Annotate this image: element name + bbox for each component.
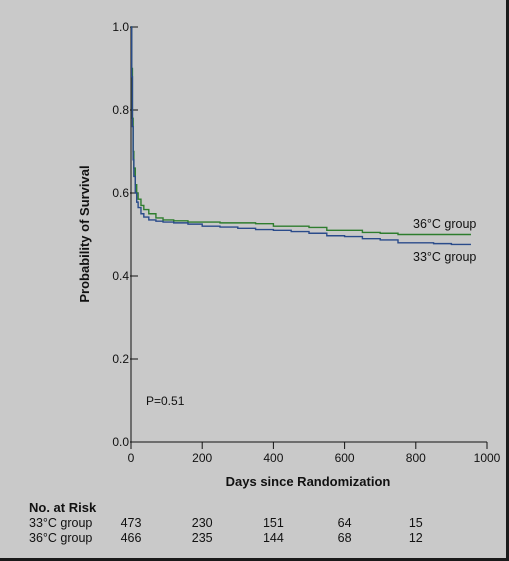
risk-count: 144 [262, 531, 284, 545]
x-tick-label: 600 [335, 451, 355, 465]
series-lines [131, 26, 471, 246]
series-label-36c: 36°C group [413, 217, 476, 231]
y-tick-label: 0.2 [112, 352, 129, 366]
x-tick-label: 1000 [474, 451, 501, 465]
axes [130, 27, 487, 443]
survival-curve-33c [131, 26, 471, 246]
y-tick-label: 0.8 [112, 103, 129, 117]
risk-count: 230 [191, 516, 213, 530]
y-tick-label: 1.0 [112, 20, 129, 34]
risk-count: 68 [337, 531, 352, 545]
x-axis-title: Days since Randomization [226, 474, 391, 489]
x-tick-label: 0 [128, 451, 135, 465]
risk-table-header: No. at Risk [29, 500, 97, 515]
risk-group-label: 33°C group [29, 516, 93, 530]
y-ticks: 0.0 0.2 0.4 0.6 0.8 1.0 [112, 20, 138, 449]
risk-count: 12 [408, 531, 423, 545]
risk-count: 473 [120, 516, 142, 530]
y-axis-title: Probability of Survival [77, 165, 92, 302]
risk-count: 64 [337, 516, 352, 530]
risk-count: 466 [120, 531, 142, 545]
p-value-annotation: P=0.51 [146, 394, 185, 408]
x-tick-label: 200 [192, 451, 212, 465]
risk-count: 235 [191, 531, 213, 545]
risk-group-label: 36°C group [29, 531, 93, 545]
x-ticks: 0 200 400 600 800 1000 [128, 442, 501, 465]
risk-count: 15 [408, 516, 423, 530]
x-tick-label: 400 [263, 451, 283, 465]
y-tick-label: 0.0 [112, 435, 129, 449]
x-tick-label: 800 [406, 451, 426, 465]
risk-count: 151 [262, 516, 284, 530]
number-at-risk-table: No. at Risk 33°C group 473 230 151 64 15… [29, 500, 499, 546]
survival-curve-36c [131, 26, 471, 236]
survival-chart: 0.0 0.2 0.4 0.6 0.8 1.0 0 200 400 600 800 1000 Day… [77, 20, 501, 489]
y-tick-label: 0.4 [112, 269, 129, 283]
risk-row-33c: 33°C group 473 230 151 64 15 [29, 516, 499, 531]
y-tick-label: 0.6 [112, 186, 129, 200]
risk-row-36c: 36°C group 466 235 144 68 12 [29, 531, 499, 546]
series-label-33c: 33°C group [413, 250, 476, 264]
